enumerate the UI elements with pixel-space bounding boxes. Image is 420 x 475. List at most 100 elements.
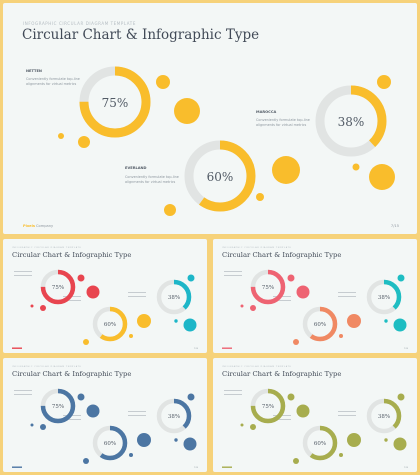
slide-kicker: INFOGRAPHIC CIRCULAR DIAGRAM TEMPLATE <box>222 246 291 249</box>
donut-value: 38% <box>168 414 180 420</box>
bubble <box>287 274 295 282</box>
bubble <box>187 393 195 401</box>
donut-value: 38% <box>378 295 390 301</box>
bubble <box>293 339 299 345</box>
bubble <box>77 274 85 282</box>
text-placeholder <box>14 394 32 395</box>
bubble-small <box>377 75 391 89</box>
text-placeholder <box>224 390 242 391</box>
donut-value: 75% <box>52 285 64 291</box>
slide-title: Circular Chart & Infographic Type <box>222 251 341 259</box>
chart-desc-everland-line1: Conveniently formulate top-line <box>125 175 179 179</box>
bubble <box>393 437 407 451</box>
bubble <box>240 304 244 308</box>
bubble <box>293 458 299 464</box>
bubble <box>183 318 197 332</box>
bubble <box>129 453 133 457</box>
donut-value: 60% <box>104 322 116 328</box>
chart-label-marocca: MAROCCA <box>256 110 276 114</box>
bubble <box>347 433 361 447</box>
slide-thumb-olive[interactable]: INFOGRAPHIC CIRCULAR DIAGRAM TEMPLATE Cir… <box>213 358 417 472</box>
text-placeholder <box>273 419 291 420</box>
donut-arc <box>250 269 286 305</box>
bubble <box>339 453 343 457</box>
text-placeholder <box>14 271 32 272</box>
donut-value-everland: 60% <box>207 170 234 184</box>
bubble-medium <box>369 164 395 190</box>
page-number: 7/15 <box>194 467 198 469</box>
bubble <box>384 319 388 323</box>
chart-desc-marocca-line1: Conveniently formulate top-line <box>256 118 310 122</box>
bubble <box>187 274 195 282</box>
text-placeholder <box>128 415 146 416</box>
donut-arc <box>156 279 192 315</box>
text-placeholder <box>224 271 242 272</box>
donut-arc <box>92 306 128 342</box>
bubble <box>397 393 405 401</box>
slide-main[interactable]: INFOGRAPHIC CIRCULAR DIAGRAM TEMPLATE Ci… <box>3 3 417 234</box>
bubble <box>393 318 407 332</box>
bubble <box>250 305 256 311</box>
donut-value: 38% <box>168 295 180 301</box>
donut-arc <box>40 388 76 424</box>
bubble <box>77 393 85 401</box>
bubble <box>339 334 343 338</box>
bubble <box>86 285 100 299</box>
text-placeholder <box>224 394 242 395</box>
donut-value: 75% <box>52 404 64 410</box>
chart-desc-netten-line1: Conveniently formulate top-line <box>26 77 80 81</box>
bubble-medium <box>272 156 300 184</box>
text-placeholder <box>338 296 356 297</box>
bubble <box>174 438 178 442</box>
bubble <box>240 423 244 427</box>
footer-logo-mark <box>12 347 22 349</box>
page-number: 7/15 <box>194 348 198 350</box>
donut-value: 60% <box>314 441 326 447</box>
text-placeholder <box>338 415 356 416</box>
bubble <box>83 458 89 464</box>
chart-desc-marocca-line2: alignments for virtual metrics <box>256 123 307 127</box>
slide-kicker: INFOGRAPHIC CIRCULAR DIAGRAM TEMPLATE <box>222 365 291 368</box>
footer-brand: Pixels <box>23 224 35 228</box>
slide-thumb-blue[interactable]: INFOGRAPHIC CIRCULAR DIAGRAM TEMPLATE Cir… <box>3 358 207 472</box>
text-placeholder <box>338 411 356 412</box>
text-placeholder <box>63 300 81 301</box>
bubble <box>347 314 361 328</box>
donut-arc <box>366 279 402 315</box>
bubble-tiny <box>256 193 264 201</box>
footer-company-name: Company <box>36 224 54 228</box>
slide-thumb-coral[interactable]: INFOGRAPHIC CIRCULAR DIAGRAM TEMPLATE Cir… <box>213 239 417 353</box>
bubble <box>296 285 310 299</box>
donut-value-marocca: 38% <box>338 115 365 129</box>
bubble <box>174 319 178 323</box>
donut-arc-netten <box>79 66 151 138</box>
chart-desc-netten-line2: alignments for virtual metrics <box>26 82 77 86</box>
page-number: 7/15 <box>404 467 408 469</box>
donut-value: 60% <box>104 441 116 447</box>
slide-title: Circular Chart & Infographic Type <box>12 251 131 259</box>
donut-arc <box>302 306 338 342</box>
bubble <box>384 438 388 442</box>
bubble <box>40 305 46 311</box>
page-number: 7/15 <box>391 224 399 228</box>
slide-kicker: INFOGRAPHIC CIRCULAR DIAGRAM TEMPLATE <box>23 21 136 26</box>
bubble <box>296 404 310 418</box>
bubble-small <box>78 136 90 148</box>
slide-thumb-red[interactable]: INFOGRAPHIC CIRCULAR DIAGRAM TEMPLATE Cir… <box>3 239 207 353</box>
bubble <box>83 339 89 345</box>
slide-title: Circular Chart & Infographic Type <box>222 370 341 378</box>
bubble <box>250 424 256 430</box>
donut-value: 75% <box>262 285 274 291</box>
text-placeholder <box>63 419 81 420</box>
donut-value: 38% <box>378 414 390 420</box>
footer-logo-mark <box>222 466 232 468</box>
footer-company: PixelsCompany <box>23 224 54 228</box>
donut-value: 75% <box>262 404 274 410</box>
donut-arc <box>40 269 76 305</box>
text-placeholder <box>128 296 146 297</box>
text-placeholder <box>273 300 291 301</box>
donut-arc-everland <box>184 140 256 212</box>
slide-thumb-canvas: INFOGRAPHIC CIRCULAR DIAGRAM TEMPLATE Cir… <box>222 246 408 350</box>
bubble-small <box>164 204 176 216</box>
footer-logo-mark <box>222 347 232 349</box>
